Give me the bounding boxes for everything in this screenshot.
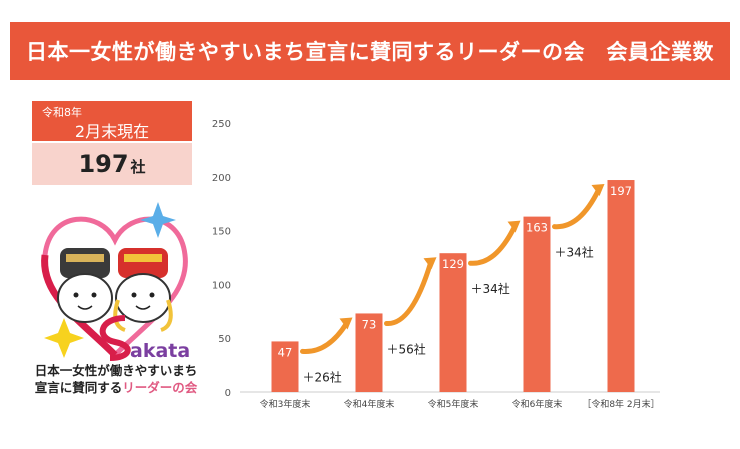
increment-label: ＋34社	[555, 245, 594, 260]
page-title: 日本一女性が働きやすいまち宣言に賛同するリーダーの会 会員企業数	[26, 40, 714, 64]
black-shishi-character-icon	[57, 248, 113, 323]
logo-caption-line2-accent: リーダーの会	[122, 380, 198, 395]
y-tick-label: 50	[218, 334, 231, 345]
current-count-box: 197 社	[32, 143, 192, 185]
increase-arrow	[384, 260, 433, 326]
y-tick-label: 200	[212, 173, 231, 184]
x-tick-label: 令和3年度末	[260, 398, 311, 410]
increase-arrow	[300, 320, 349, 354]
y-tick-label: 100	[212, 280, 231, 291]
bar	[355, 313, 383, 392]
bar	[523, 216, 551, 392]
yellow-sparkle-icon	[44, 318, 84, 358]
increase-arrow	[468, 224, 517, 266]
blue-sparkle-icon	[140, 202, 176, 238]
logo-caption-line1: 日本一女性が働きやすいまち	[34, 363, 198, 378]
bar-value-label: 73	[362, 317, 377, 331]
y-tick-label: 250	[212, 119, 231, 130]
logo-caption-line2-prefix: 宣言に賛同する	[34, 380, 123, 395]
increment-label: ＋26社	[303, 369, 342, 384]
x-tick-label: ［令和8年 2月末］	[582, 398, 659, 410]
bar	[607, 180, 635, 392]
bar-value-label: 129	[442, 257, 464, 271]
logo-caption-line2: 宣言に賛同するリーダーの会	[26, 377, 206, 396]
increase-arrowhead	[507, 220, 521, 233]
y-tick-label: 0	[225, 388, 231, 399]
as-of-date-box: 令和8年 2月末現在	[32, 101, 192, 141]
as-of-era: 令和8年	[42, 106, 82, 119]
x-tick-label: 令和4年度末	[344, 398, 395, 410]
page-title-banner: 日本一女性が働きやすいまち宣言に賛同するリーダーの会 会員企業数	[10, 22, 730, 80]
increment-label: ＋56社	[387, 341, 426, 356]
increase-arrowhead	[339, 317, 353, 330]
bar-value-label: 47	[278, 345, 293, 359]
increase-arrowhead	[423, 257, 437, 270]
leaders-association-logo: akata	[41, 202, 190, 362]
logo-word: akata	[130, 340, 190, 362]
current-count: 197	[78, 150, 129, 178]
bar	[271, 341, 299, 392]
x-tick-label: 令和5年度末	[428, 398, 479, 410]
bar-value-label: 163	[526, 221, 548, 235]
s-swash-icon	[99, 315, 131, 361]
increase-arrow	[552, 187, 601, 230]
current-count-unit: 社	[130, 158, 146, 176]
increment-label: ＋34社	[471, 281, 510, 296]
as-of-date: 2月末現在	[74, 122, 150, 141]
x-tick-label: 令和6年度末	[512, 398, 563, 410]
bar-value-label: 197	[610, 184, 632, 198]
increase-arrowhead	[591, 184, 605, 197]
red-shishi-character-icon	[113, 248, 173, 332]
bar	[439, 253, 467, 392]
y-tick-label: 150	[212, 227, 231, 238]
